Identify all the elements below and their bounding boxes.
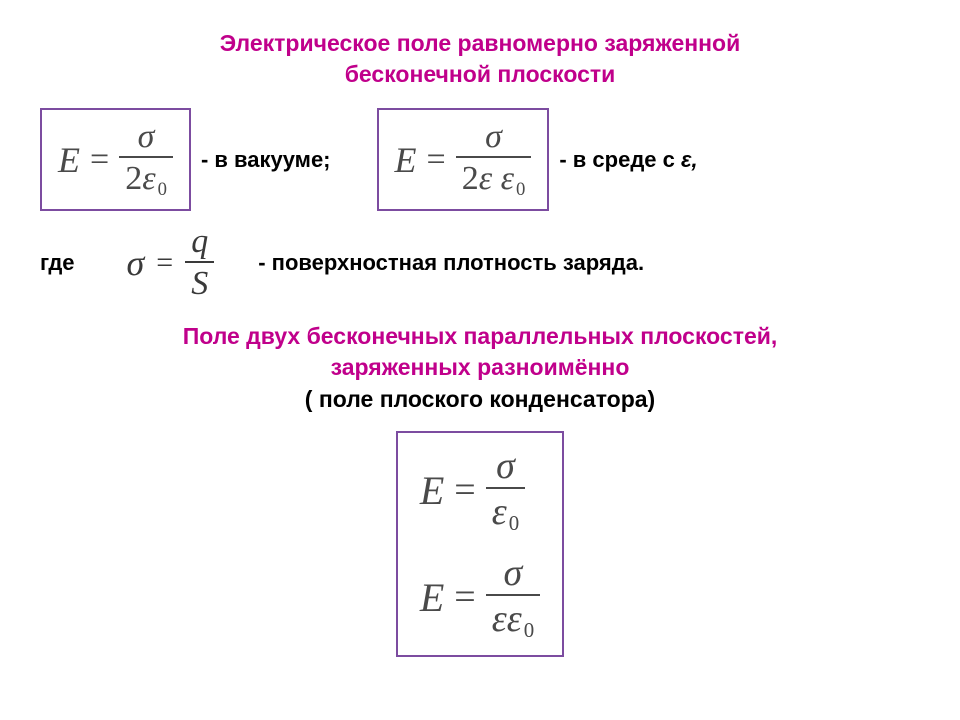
denominator: εε0	[486, 594, 540, 641]
numerator: σ	[490, 447, 521, 487]
denominator: S	[185, 261, 214, 301]
numerator: q	[185, 225, 214, 261]
numerator: σ	[498, 554, 529, 594]
subheading-capacitor: ( поле плоского конденсатора)	[40, 386, 920, 413]
sym-equals: =	[156, 246, 173, 280]
slide: Электрическое поле равномерно заряженной…	[0, 0, 960, 720]
row-plane-formulas: E = σ 2ε0 - в вакууме; E = σ 2ε ε0	[40, 108, 920, 211]
formula-medium: E = σ 2ε ε0	[395, 120, 532, 199]
formula-capacitor-box: E = σ ε0 E = σ εε0	[396, 431, 564, 657]
capacitor-formula-wrap: E = σ ε0 E = σ εε0	[40, 431, 920, 657]
sym-E: E	[58, 139, 80, 181]
sym-E: E	[395, 139, 417, 181]
formula-capacitor-vacuum: E = σ ε0	[420, 447, 525, 534]
formula-vacuum-box: E = σ 2ε0	[40, 108, 191, 211]
formula-vacuum: E = σ 2ε0	[58, 120, 173, 199]
numerator: σ	[132, 120, 161, 156]
denominator: ε0	[486, 487, 525, 534]
caption-medium: - в среде с ε,	[559, 147, 697, 173]
heading-plane: Электрическое поле равномерно заряженной…	[40, 28, 920, 90]
fraction: σ εε0	[486, 554, 540, 641]
denominator: 2ε ε0	[456, 156, 532, 199]
heading-capacitor: Поле двух бесконечных параллельных плоск…	[40, 321, 920, 383]
sigma-caption: - поверхностная плотность заряда.	[258, 250, 644, 276]
sym-equals: =	[90, 141, 109, 179]
numerator: σ	[479, 120, 508, 156]
heading-capacitor-line1: Поле двух бесконечных параллельных плоск…	[183, 323, 778, 349]
caption-vacuum: - в вакууме;	[201, 147, 331, 173]
fraction: σ ε0	[486, 447, 525, 534]
formula-capacitor-medium: E = σ εε0	[420, 554, 540, 641]
heading-capacitor-line2: заряженных разноимённо	[331, 354, 630, 380]
sigma-definition: σ = q S	[127, 225, 215, 301]
formula-medium-box: E = σ 2ε ε0	[377, 108, 550, 211]
sym-equals: =	[454, 468, 475, 512]
where-label: где	[40, 250, 75, 276]
sym-equals: =	[427, 141, 446, 179]
fraction: σ 2ε ε0	[456, 120, 532, 199]
denominator: 2ε0	[119, 156, 173, 199]
sym-E: E	[420, 574, 444, 621]
sym-E: E	[420, 467, 444, 514]
fraction: q S	[185, 225, 214, 301]
heading-plane-line1: Электрическое поле равномерно заряженной	[220, 30, 740, 56]
heading-plane-line2: бесконечной плоскости	[345, 61, 616, 87]
sym-equals: =	[454, 575, 475, 619]
fraction: σ 2ε0	[119, 120, 173, 199]
sym-sigma: σ	[127, 242, 145, 284]
row-sigma-def: где σ = q S - поверхностная плотность за…	[40, 225, 920, 301]
